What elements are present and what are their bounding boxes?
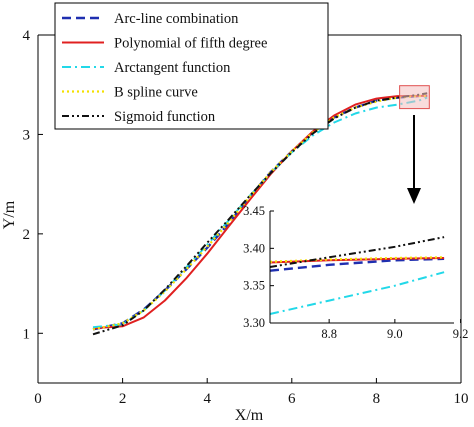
y-tick-label: 2 [23, 227, 31, 243]
inset-series-line-1 [269, 257, 445, 272]
legend-label-4: B spline curve [114, 85, 198, 101]
x-tick-label: 6 [288, 391, 296, 407]
inset-x-tick-label: 8.8 [321, 327, 337, 341]
inset-x-tick-label: 9.0 [387, 327, 403, 341]
inset-x-tick-label: 9.2 [453, 327, 469, 341]
x-axis-label: X/m [235, 407, 264, 424]
inset-y-tick-label: 3.40 [243, 241, 265, 255]
inset-background [262, 207, 456, 323]
x-tick-label: 8 [373, 391, 381, 407]
zoom-arrow-head [407, 188, 421, 204]
x-tick-label: 10 [454, 391, 469, 407]
y-tick-label: 3 [23, 127, 31, 143]
y-tick-label: 1 [23, 326, 31, 342]
inset-series-line-3 [269, 271, 445, 315]
x-tick-label: 0 [34, 391, 42, 407]
inset-series-line-5 [269, 236, 445, 268]
legend-label-1: Arc-line combination [114, 11, 239, 27]
legend: Arc-line combination Polynomial of fifth … [54, 2, 329, 130]
legend-label-3: Arctangent function [114, 60, 231, 76]
y-tick-label: 4 [23, 28, 31, 44]
inset-y-tick-label: 3.30 [243, 316, 265, 330]
legend-label-2: Polynomial of fifth degree [114, 36, 267, 52]
legend-frame [54, 2, 329, 130]
inset-y-tick-label: 3.45 [243, 204, 265, 218]
inset-y-tick-label: 3.35 [243, 279, 265, 293]
legend-label-5: Sigmoid function [114, 109, 216, 125]
inset-plot: 8.8 9.0 9.2 3.30 3.35 3.40 3.45 [243, 204, 468, 341]
series-line-5 [92, 92, 428, 336]
zoom-highlight-box [399, 85, 430, 110]
x-tick-label: 4 [203, 391, 211, 407]
x-tick-label: 2 [119, 391, 127, 407]
y-axis-label: Y/m [1, 200, 18, 229]
